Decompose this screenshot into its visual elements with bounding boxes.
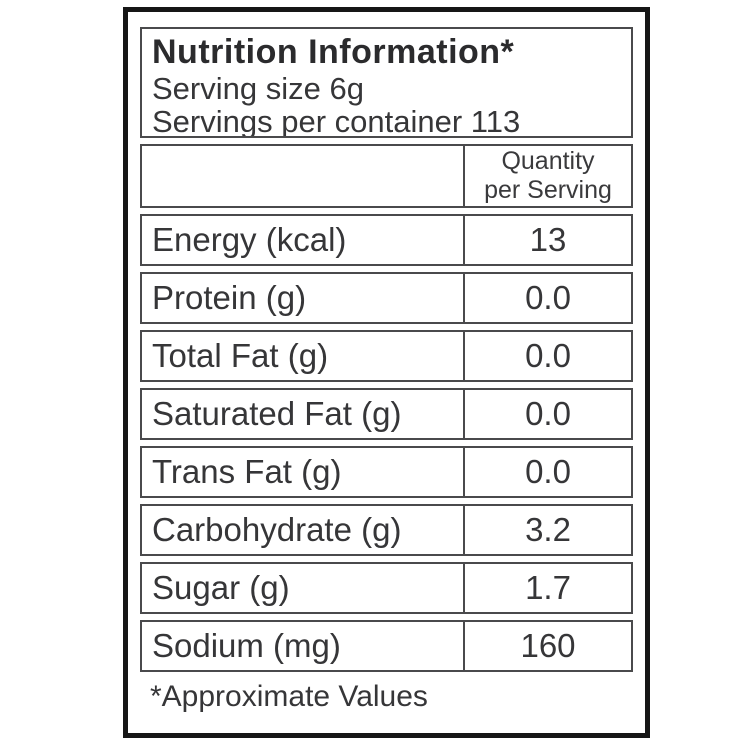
nutrient-name: Saturated Fat (g) [152,395,402,432]
servings-per-container-text: Servings per container 113 [152,104,521,138]
empty-header-cell [142,146,463,206]
nutrient-value: 13 [463,216,631,264]
table-row: Saturated Fat (g) 0.0 [140,388,633,440]
nutrient-name: Total Fat (g) [152,337,329,374]
nutrient-name: Trans Fat (g) [152,453,342,490]
nutrition-title: Nutrition Information* [152,33,515,71]
nutrient-name: Sodium (mg) [152,627,341,664]
quantity-header-line2: per Serving [484,176,612,204]
quantity-header-line1: Quantity [501,147,595,175]
table-row: Total Fat (g) 0.0 [140,330,633,382]
nutrient-value: 0.0 [463,332,631,380]
quantity-header-cell: Quantity per Serving [463,146,631,206]
table-row: Carbohydrate (g) 3.2 [140,504,633,556]
table-row: Trans Fat (g) 0.0 [140,446,633,498]
serving-size-text: Serving size 6g [152,71,364,106]
nutrient-value: 0.0 [463,448,631,496]
nutrient-name: Sugar (g) [152,569,290,606]
title-box: Nutrition Information* Serving size 6g S… [140,27,633,138]
approximate-values-note: *Approximate Values [150,680,428,713]
nutrient-value: 0.0 [463,274,631,322]
nutrient-name: Carbohydrate (g) [152,511,402,548]
nutrient-rows: Energy (kcal) 13 Protein (g) 0.0 Total F… [140,214,633,672]
nutrient-name: Protein (g) [152,279,307,316]
table-row: Sodium (mg) 160 [140,620,633,672]
nutrient-name: Energy (kcal) [152,221,347,258]
table-row: Sugar (g) 1.7 [140,562,633,614]
nutrient-value: 1.7 [463,564,631,612]
label-frame: Nutrition Information* Serving size 6g S… [123,7,650,738]
table-row: Energy (kcal) 13 [140,214,633,266]
nutrient-value: 3.2 [463,506,631,554]
nutrient-value: 0.0 [463,390,631,438]
table-row: Protein (g) 0.0 [140,272,633,324]
nutrient-value: 160 [463,622,631,670]
column-header-row: Quantity per Serving [140,144,633,208]
